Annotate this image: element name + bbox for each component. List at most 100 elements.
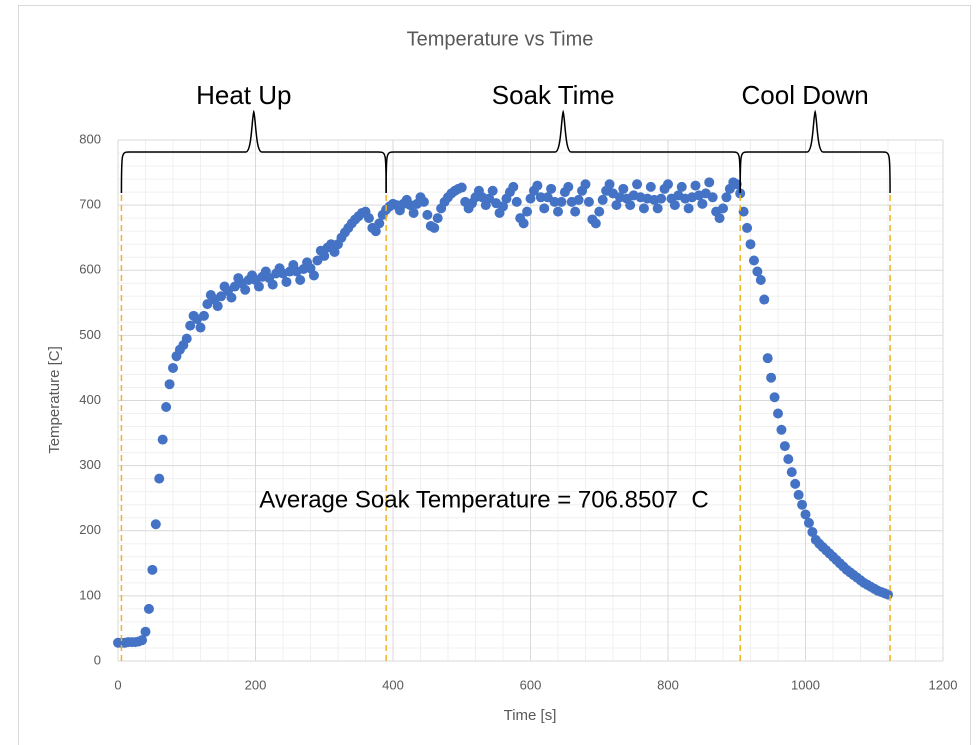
data-point bbox=[632, 179, 643, 190]
data-point bbox=[742, 222, 753, 233]
data-point bbox=[762, 353, 773, 364]
data-point bbox=[597, 194, 608, 205]
chart-title: Temperature vs Time bbox=[407, 28, 594, 50]
y-tick-label: 300 bbox=[79, 457, 101, 472]
data-point bbox=[683, 203, 694, 214]
data-point bbox=[759, 294, 770, 305]
data-point bbox=[800, 509, 811, 520]
data-point bbox=[181, 333, 192, 344]
data-point bbox=[535, 192, 546, 203]
data-point bbox=[570, 206, 581, 217]
data-point bbox=[212, 301, 223, 312]
data-point bbox=[883, 589, 893, 600]
data-point bbox=[418, 196, 429, 207]
data-point bbox=[556, 196, 567, 207]
x-tick-label: 0 bbox=[114, 677, 121, 692]
data-point bbox=[240, 284, 251, 295]
data-point bbox=[714, 213, 725, 224]
data-point bbox=[525, 193, 536, 204]
data-point bbox=[793, 489, 804, 500]
data-point bbox=[308, 270, 319, 281]
data-point bbox=[370, 226, 381, 237]
y-tick-label: 0 bbox=[94, 652, 101, 667]
data-point bbox=[216, 291, 227, 302]
x-tick-label: 600 bbox=[520, 677, 542, 692]
phase-label: Heat Up bbox=[196, 80, 291, 110]
data-point bbox=[669, 200, 680, 211]
annotation: Average Soak Temperature = 706.8507 C bbox=[259, 486, 708, 513]
data-point bbox=[150, 519, 161, 530]
data-point bbox=[745, 239, 756, 250]
x-tick-label: 800 bbox=[657, 677, 679, 692]
data-point bbox=[154, 473, 165, 484]
data-point bbox=[487, 185, 498, 196]
data-point bbox=[532, 180, 543, 191]
data-point bbox=[253, 281, 264, 292]
y-tick-label: 200 bbox=[79, 522, 101, 537]
data-point bbox=[518, 218, 529, 229]
data-point bbox=[773, 408, 783, 419]
data-point bbox=[790, 478, 801, 489]
data-point bbox=[157, 434, 168, 445]
data-point bbox=[663, 179, 673, 190]
data-point bbox=[611, 200, 622, 211]
data-point bbox=[498, 201, 508, 212]
data-point bbox=[281, 276, 292, 287]
data-point bbox=[161, 402, 172, 413]
x-tick-label: 1000 bbox=[791, 677, 820, 692]
x-tick-label: 400 bbox=[382, 677, 404, 692]
data-point bbox=[707, 192, 718, 203]
phase-label: Cool Down bbox=[742, 80, 869, 110]
data-point bbox=[546, 183, 557, 194]
data-point bbox=[329, 247, 340, 258]
chart-frame bbox=[18, 5, 971, 745]
data-point bbox=[625, 200, 636, 211]
data-point bbox=[652, 203, 663, 214]
data-point bbox=[807, 527, 818, 538]
phase-brace bbox=[385, 109, 741, 194]
data-point bbox=[511, 196, 522, 207]
data-point bbox=[195, 322, 206, 333]
data-point bbox=[797, 499, 808, 510]
x-axis-label: Time [s] bbox=[504, 707, 557, 724]
data-point bbox=[803, 517, 814, 528]
x-tick-label: 1200 bbox=[929, 677, 958, 692]
data-point bbox=[783, 454, 794, 465]
y-tick-label: 800 bbox=[79, 131, 101, 146]
data-point bbox=[755, 275, 766, 286]
data-point bbox=[508, 181, 519, 192]
data-point bbox=[226, 292, 237, 303]
data-point bbox=[590, 218, 601, 229]
data-point bbox=[656, 193, 667, 204]
data-point bbox=[553, 206, 563, 217]
data-point bbox=[456, 182, 467, 193]
phase-brace bbox=[739, 109, 891, 194]
data-point bbox=[267, 279, 278, 290]
y-tick-label: 400 bbox=[79, 392, 101, 407]
data-point bbox=[164, 379, 175, 390]
data-point bbox=[429, 222, 440, 233]
data-point bbox=[738, 206, 749, 217]
data-point bbox=[638, 203, 649, 214]
data-point bbox=[143, 603, 154, 614]
data-point bbox=[147, 564, 158, 575]
data-point bbox=[748, 255, 759, 266]
data-point bbox=[319, 250, 330, 261]
data-point bbox=[363, 213, 374, 224]
y-tick-label: 600 bbox=[79, 262, 101, 277]
data-point bbox=[594, 206, 605, 217]
data-point bbox=[769, 392, 780, 403]
data-point bbox=[718, 203, 728, 214]
phase-label: Soak Time bbox=[492, 80, 615, 110]
data-point bbox=[604, 179, 615, 190]
data-point bbox=[704, 177, 715, 188]
data-point bbox=[721, 192, 732, 203]
data-point bbox=[752, 266, 763, 277]
data-point bbox=[432, 213, 443, 224]
y-tick-label: 500 bbox=[79, 327, 101, 342]
data-point bbox=[583, 196, 594, 207]
data-point bbox=[735, 188, 746, 199]
data-point bbox=[168, 362, 178, 373]
y-tick-label: 100 bbox=[79, 587, 101, 602]
